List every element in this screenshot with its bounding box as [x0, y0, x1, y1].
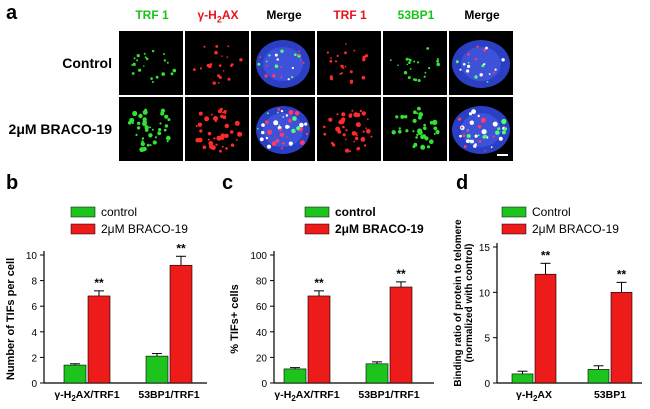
y-axis-label: % TIFs+ cells [229, 284, 241, 353]
column-header-label: Merge [464, 8, 500, 22]
legend-label-1: control [335, 205, 376, 219]
legend-swatch-1 [70, 206, 96, 218]
bar-braco19-1 [307, 295, 331, 384]
column-header-label: 53BP1 [397, 8, 435, 22]
legend-label-2: 2μM BRACO-19 [101, 222, 188, 236]
panel-letter-a: a [6, 2, 18, 24]
bar-braco19-2 [169, 264, 193, 384]
bar-control-2 [365, 363, 389, 384]
column-header-merge-1: Merge [251, 8, 317, 22]
micrograph-r2-c2 [185, 97, 249, 161]
y-tick-label: 0 [31, 379, 37, 390]
bar-control-2 [587, 369, 610, 384]
column-header-trf1-red: TRF 1 [317, 8, 383, 22]
micrograph-r2-c3 [251, 97, 315, 161]
panel-letter-b: b [6, 172, 19, 194]
micrograph-r1-c6 [449, 31, 513, 95]
chart-b: control 2μM BRACO-19 0 2 4 6 8 10 Number of TIFs… [5, 205, 207, 403]
y-tick-label: 8 [31, 277, 37, 288]
micrograph-r1-c5 [383, 31, 447, 95]
column-header-label: Merge [266, 8, 302, 22]
row-label-braco19: 2μM BRACO-19 [8, 121, 112, 137]
x-category-label: 53BP1 [594, 389, 626, 401]
y-axis-label: Number of TIFs per cell [5, 258, 17, 380]
chart-d: Control 2μM BRACO-19 0 5 10 15 Binding ratio o… [453, 205, 642, 403]
micrograph-r2-c6 [449, 97, 513, 161]
y-axis-label-2: (normalized with control) [464, 244, 475, 363]
y-tick-label: 4 [31, 328, 37, 339]
x-category-label: 53BP1/TRF1 [358, 389, 419, 401]
bar-braco19-2 [610, 292, 633, 384]
micrograph-r1-c3 [251, 31, 315, 95]
micrograph-r1-c1 [119, 31, 183, 95]
y-tick-label: 40 [256, 328, 268, 339]
bar-braco19-1 [87, 295, 111, 384]
x-category-label: 53BP1/TRF1 [138, 389, 199, 401]
significance-marker: ** [94, 276, 104, 290]
y-tick-label: 5 [484, 334, 490, 345]
y-tick-label: 10 [26, 251, 38, 262]
x-category-label: γ-H2AX/TRF1 [54, 389, 119, 403]
bar-control-1 [63, 364, 87, 384]
micrograph-r1-c2 [185, 31, 249, 95]
column-header-subscript: 2 [216, 14, 222, 25]
legend-swatch-2 [501, 223, 527, 235]
column-header-label: TRF 1 [135, 8, 169, 22]
significance-marker: ** [314, 276, 324, 290]
significance-marker: ** [176, 241, 186, 255]
micrograph-r1-c4 [317, 31, 381, 95]
y-tick-label: 10 [479, 288, 491, 299]
row-label-control: Control [62, 55, 112, 71]
legend-label-1: control [101, 205, 137, 219]
micrograph-r2-c5 [383, 97, 447, 161]
legend-swatch-2 [304, 223, 330, 235]
column-header-53bp1: 53BP1 [383, 8, 449, 22]
x-category-label: γ-H2AX [516, 389, 552, 403]
bar-control-2 [145, 355, 169, 384]
column-header-label-tail: AX [221, 8, 239, 22]
column-header-gamma-h2ax: γ-H2AX [185, 8, 251, 24]
y-tick-label: 60 [256, 302, 268, 313]
y-tick-label: 6 [31, 302, 37, 313]
significance-marker: ** [541, 248, 551, 262]
micrograph-r2-c4 [317, 97, 381, 161]
significance-marker: ** [617, 267, 627, 281]
x-category-label: γ-H2AX/TRF1 [274, 389, 339, 403]
legend-swatch-2 [70, 223, 96, 235]
y-tick-label: 2 [31, 353, 37, 364]
y-tick-label: 80 [256, 277, 268, 288]
panel-letter-d: d [456, 172, 469, 194]
bar-braco19-1 [534, 273, 557, 384]
significance-marker: ** [396, 267, 406, 281]
panel-letter-c: c [222, 172, 234, 194]
chart-c: control 2μM BRACO-19 0 20 40 60 80 100 % TIFs+ c… [229, 205, 434, 403]
legend-swatch-1 [501, 206, 527, 218]
legend-swatch-1 [304, 206, 330, 218]
y-axis-label: Binding ratio of protein to telomere [453, 219, 464, 387]
column-header-label: γ-H [197, 8, 217, 22]
y-tick-label: 15 [479, 243, 491, 254]
bar-control-1 [283, 368, 307, 384]
column-header-label: TRF 1 [333, 8, 367, 22]
legend-label-1: Control [532, 205, 571, 219]
column-header-trf1-green: TRF 1 [119, 8, 185, 22]
y-tick-label: 100 [250, 251, 267, 262]
y-tick-label: 0 [484, 379, 490, 390]
bar-braco19-2 [389, 286, 413, 384]
column-header-merge-2: Merge [449, 8, 515, 22]
legend-label-2: 2μM BRACO-19 [532, 222, 619, 236]
bar-control-1 [511, 373, 534, 384]
legend-label-2: 2μM BRACO-19 [335, 222, 424, 236]
y-tick-label: 0 [261, 379, 267, 390]
y-tick-label: 20 [256, 353, 268, 364]
micrograph-r2-c1 [119, 97, 183, 161]
